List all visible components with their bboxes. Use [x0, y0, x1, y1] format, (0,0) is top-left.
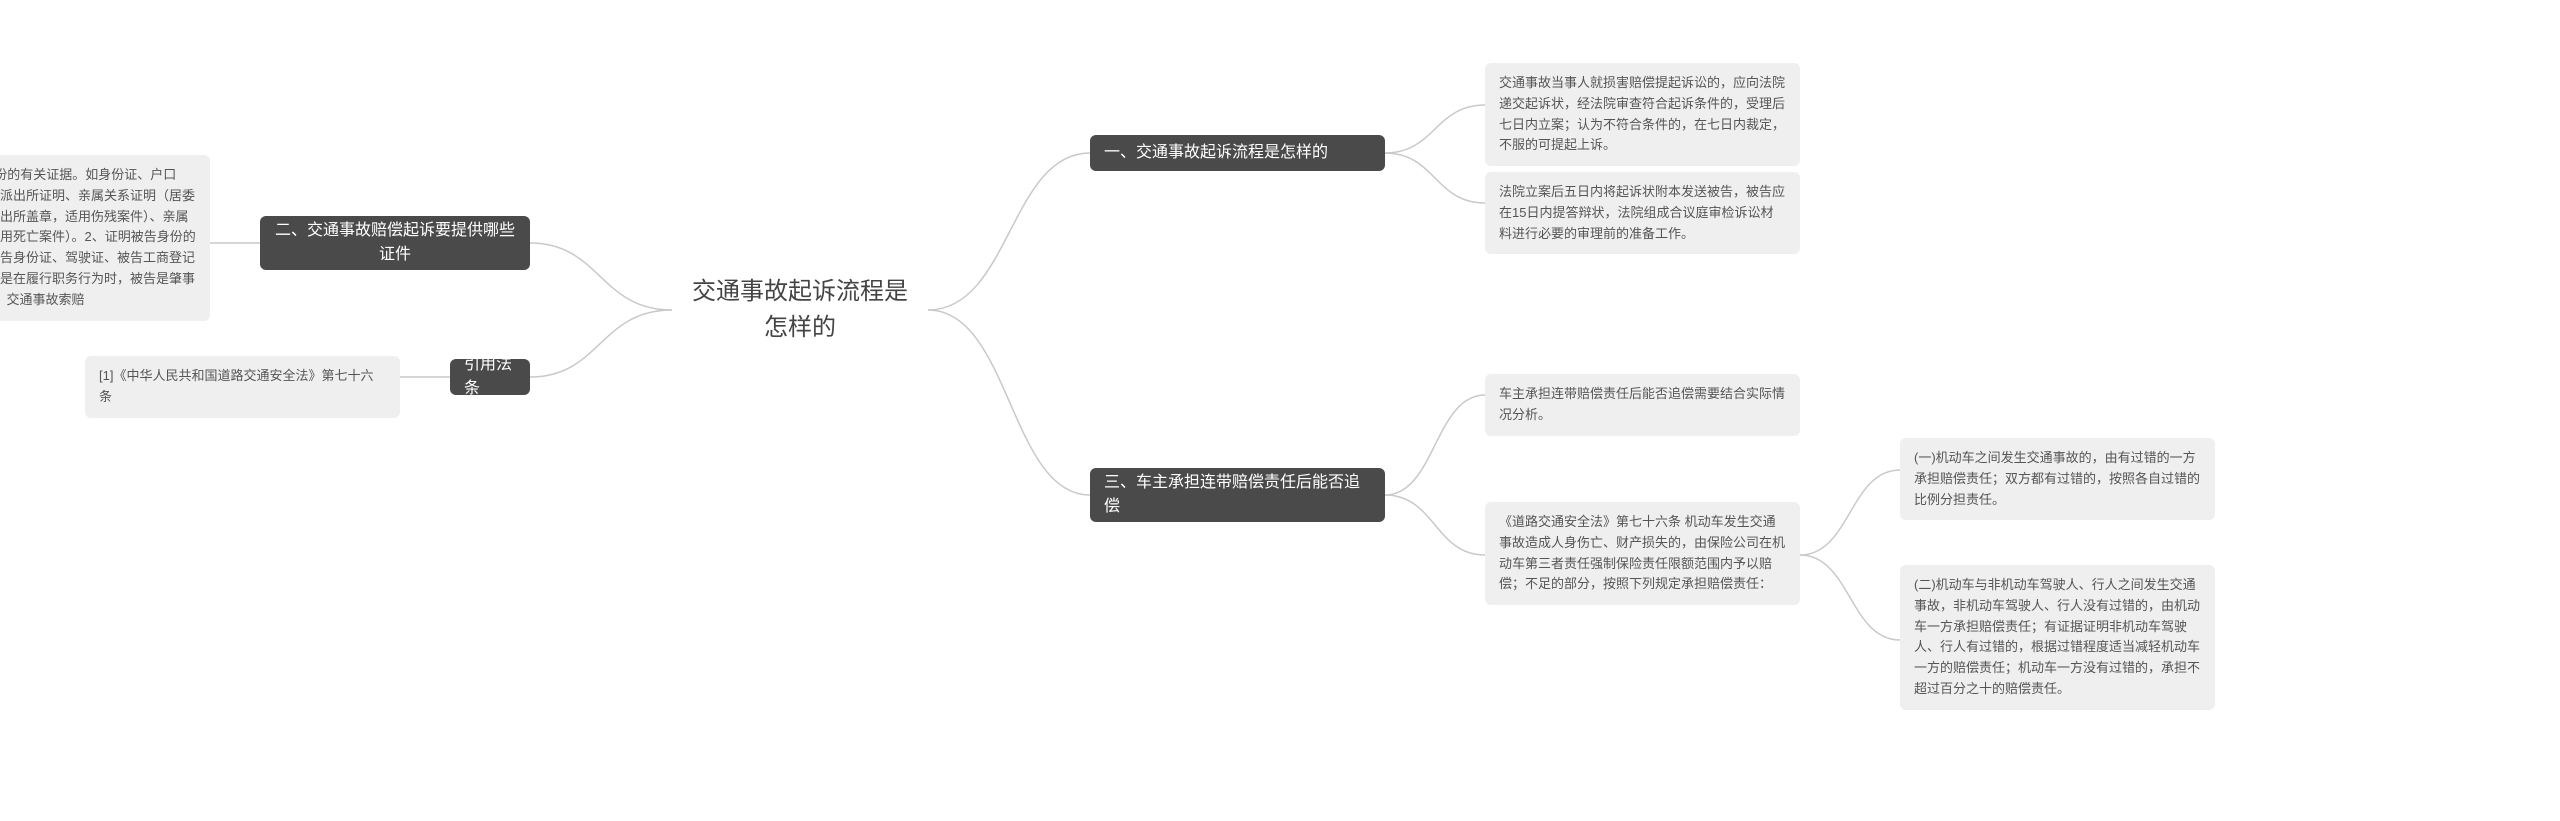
root-title: 交通事故起诉流程是怎样的	[686, 274, 914, 346]
section3-node: 三、车主承担连带赔偿责任后能否追偿	[1090, 468, 1385, 522]
section3-sub2-text: (二)机动车与非机动车驾驶人、行人之间发生交通事故，非机动车驾驶人、行人没有过错…	[1914, 575, 2201, 700]
section3-sub2: (二)机动车与非机动车驾驶人、行人之间发生交通事故，非机动车驾驶人、行人没有过错…	[1900, 565, 2215, 710]
law-title: 引用法条	[464, 353, 516, 401]
section3-detail-a-text: 车主承担连带赔偿责任后能否追偿需要结合实际情况分析。	[1499, 384, 1786, 426]
law-node: 引用法条	[450, 359, 530, 395]
section3-detail-a: 车主承担连带赔偿责任后能否追偿需要结合实际情况分析。	[1485, 374, 1800, 436]
section1-detail-b: 法院立案后五日内将起诉状附本发送被告，被告应在15日内提答辩状，法院组成合议庭审…	[1485, 172, 1800, 254]
section1-detail-a: 交通事故当事人就损害赔偿提起诉讼的，应向法院递交起诉状，经法院审查符合起诉条件的…	[1485, 63, 1800, 166]
law-detail: [1]《中华人民共和国道路交通安全法》第七十六条	[85, 356, 400, 418]
section1-detail-b-text: 法院立案后五日内将起诉状附本发送被告，被告应在15日内提答辩状，法院组成合议庭审…	[1499, 182, 1786, 244]
root-node: 交通事故起诉流程是怎样的	[672, 278, 928, 342]
section2-title: 二、交通事故赔偿起诉要提供哪些证件	[274, 219, 516, 267]
section1-title: 一、交通事故起诉流程是怎样的	[1104, 141, 1328, 165]
section2-detail: 1、证明原告身份的有关证据。如身份证、户口本、户口所在地派出所证明、亲属关系证明…	[0, 155, 210, 321]
law-detail-text: [1]《中华人民共和国道路交通安全法》第七十六条	[99, 366, 386, 408]
section2-node: 二、交通事故赔偿起诉要提供哪些证件	[260, 216, 530, 270]
section3-sub1-text: (一)机动车之间发生交通事故的，由有过错的一方承担赔偿责任；双方都有过错的，按照…	[1914, 448, 2201, 510]
section3-sub1: (一)机动车之间发生交通事故的，由有过错的一方承担赔偿责任；双方都有过错的，按照…	[1900, 438, 2215, 520]
section1-node: 一、交通事故起诉流程是怎样的	[1090, 135, 1385, 171]
section1-detail-a-text: 交通事故当事人就损害赔偿提起诉讼的，应向法院递交起诉状，经法院审查符合起诉条件的…	[1499, 73, 1786, 156]
section3-detail-b-text: 《道路交通安全法》第七十六条 机动车发生交通事故造成人身伤亡、财产损失的，由保险…	[1499, 512, 1786, 595]
section2-detail-text: 1、证明原告身份的有关证据。如身份证、户口本、户口所在地派出所证明、亲属关系证明…	[0, 165, 196, 311]
section3-detail-b: 《道路交通安全法》第七十六条 机动车发生交通事故造成人身伤亡、财产损失的，由保险…	[1485, 502, 1800, 605]
section3-title: 三、车主承担连带赔偿责任后能否追偿	[1104, 471, 1371, 519]
